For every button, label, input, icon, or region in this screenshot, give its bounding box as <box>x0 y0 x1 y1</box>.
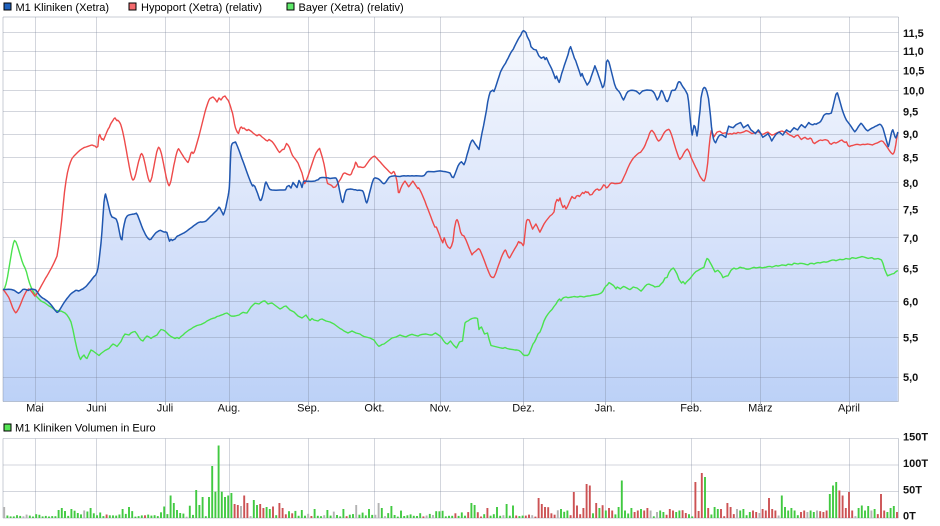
svg-text:9,5: 9,5 <box>903 107 918 119</box>
svg-text:Sep.: Sep. <box>297 403 320 415</box>
svg-text:Okt.: Okt. <box>364 403 384 415</box>
svg-text:5,5: 5,5 <box>903 333 918 345</box>
svg-text:M1 Kliniken Volumen in Euro: M1 Kliniken Volumen in Euro <box>15 423 156 435</box>
svg-text:5,0: 5,0 <box>903 372 918 384</box>
svg-text:Feb.: Feb. <box>680 403 702 415</box>
svg-text:Mai: Mai <box>26 403 44 415</box>
svg-text:8,5: 8,5 <box>903 153 918 165</box>
svg-text:Dez.: Dez. <box>512 403 535 415</box>
svg-text:7,5: 7,5 <box>903 204 918 216</box>
svg-text:100T: 100T <box>903 458 928 470</box>
svg-text:April: April <box>838 403 860 415</box>
svg-text:Bayer (Xetra) (relativ): Bayer (Xetra) (relativ) <box>299 2 404 14</box>
svg-text:50T: 50T <box>903 485 922 497</box>
svg-text:9,0: 9,0 <box>903 129 918 141</box>
svg-text:7,0: 7,0 <box>903 233 918 245</box>
svg-text:10,0: 10,0 <box>903 86 924 98</box>
svg-text:Nov.: Nov. <box>430 403 452 415</box>
svg-text:M1 Kliniken (Xetra): M1 Kliniken (Xetra) <box>16 2 110 14</box>
svg-text:Juli: Juli <box>157 403 174 415</box>
svg-text:Hypoport (Xetra) (relativ): Hypoport (Xetra) (relativ) <box>141 2 262 14</box>
svg-text:6,0: 6,0 <box>903 297 918 309</box>
svg-text:0T: 0T <box>903 511 916 523</box>
svg-text:Aug.: Aug. <box>218 403 241 415</box>
svg-text:6,5: 6,5 <box>903 264 918 276</box>
svg-text:März: März <box>748 403 772 415</box>
svg-text:8,0: 8,0 <box>903 178 918 190</box>
svg-text:11,5: 11,5 <box>903 28 924 40</box>
svg-text:11,0: 11,0 <box>903 46 924 58</box>
svg-text:Juni: Juni <box>86 403 106 415</box>
svg-text:10,5: 10,5 <box>903 65 924 77</box>
svg-text:150T: 150T <box>903 432 928 444</box>
svg-text:Jan.: Jan. <box>595 403 616 415</box>
